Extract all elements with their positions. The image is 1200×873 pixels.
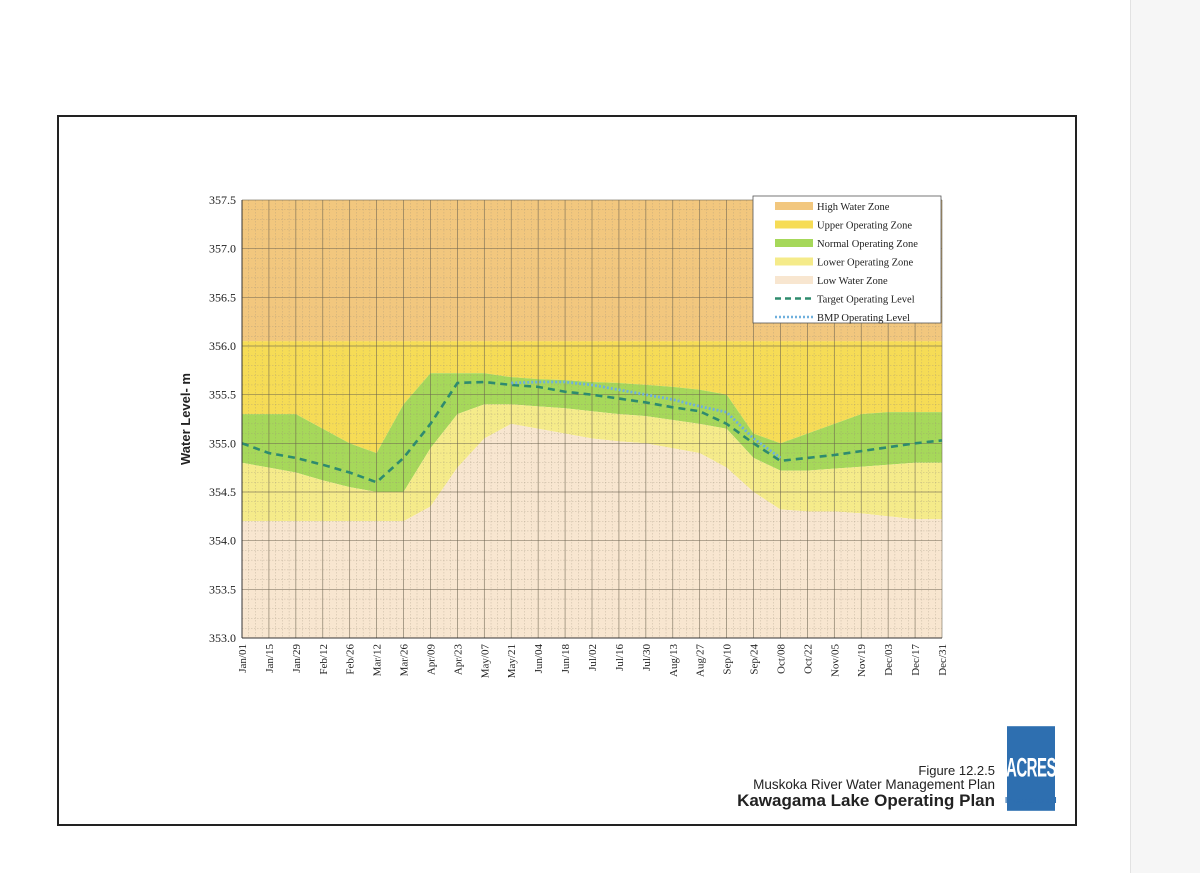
x-tick-label: Nov/05	[829, 644, 841, 678]
grid-layer	[241, 199, 943, 639]
y-tick-label: 356.5	[209, 290, 236, 304]
y-tick-label: 357.0	[209, 242, 236, 256]
x-tick-label: Dec/17	[910, 644, 922, 676]
x-tick-label: Jan/29	[291, 644, 303, 673]
x-tick-label: Dec/31	[937, 644, 949, 676]
x-tick-label: Feb/12	[318, 644, 330, 675]
logo-subtext: International	[1005, 796, 1057, 805]
legend-item-high-water-zone-label: High Water Zone	[817, 202, 890, 213]
legend-item-upper-operating-zone-swatch	[775, 220, 813, 229]
logo-mark: ACRES	[1006, 726, 1057, 811]
x-tick-label: Aug/27	[695, 644, 707, 678]
x-tick-label: Dec/03	[883, 644, 895, 676]
figure-title: Kawagama Lake Operating Plan	[737, 791, 995, 810]
x-tick-label: Oct/22	[802, 644, 814, 674]
scan-edge	[1130, 0, 1200, 873]
x-tick-label: Jul/16	[614, 644, 626, 671]
series-target-operating-level	[241, 380, 943, 484]
x-tick-label: Jun/04	[533, 644, 545, 674]
legend-item-lower-operating-zone-swatch	[775, 257, 813, 266]
x-tick-label: Sep/10	[722, 644, 734, 675]
x-tick-label: Jun/18	[560, 644, 572, 674]
legend-item-low-water-zone-label: Low Water Zone	[817, 276, 888, 287]
legend-item-lower-operating-zone-label: Lower Operating Zone	[817, 258, 914, 269]
x-tick-label: May/21	[506, 644, 518, 678]
y-tick-label: 353.5	[209, 582, 236, 596]
y-tick-label: 357.5	[209, 193, 236, 207]
x-tick-label: Feb/26	[345, 644, 357, 675]
x-tick-label: Aug/13	[668, 644, 680, 678]
x-tick-label: Mar/26	[399, 644, 411, 677]
x-tick-label: Oct/08	[775, 644, 787, 674]
x-tick-label: Jul/30	[641, 644, 653, 671]
x-tick-label: Jul/02	[587, 644, 599, 671]
legend-item-high-water-zone-swatch	[775, 202, 813, 210]
legend-item-bmp-operating-level-label: BMP Operating Level	[817, 313, 910, 324]
x-tick-label: Apr/23	[452, 644, 464, 676]
plan-name: Muskoka River Water Management Plan	[753, 777, 995, 792]
legend-item-target-operating-level-label: Target Operating Level	[817, 295, 915, 306]
legend-item-low-water-zone-swatch	[775, 276, 813, 284]
x-tick-label: Mar/12	[372, 644, 384, 676]
axes-layer: 353.0 353.5 354.0 354.5 355.0 355.5 356.0 356.5…	[178, 193, 949, 678]
legend-item-normal-operating-zone-label: Normal Operating Zone	[817, 239, 918, 250]
x-tick-label: Jan/15	[264, 644, 276, 673]
figure-number: Figure 12.2.5	[918, 763, 995, 778]
legend-item-upper-operating-zone-label: Upper Operating Zone	[817, 221, 912, 232]
lines-layer	[241, 380, 943, 484]
y-tick-label: 353.0	[209, 631, 236, 645]
x-tick-label: Jan/01	[237, 644, 249, 673]
x-tick-label: Sep/24	[749, 644, 761, 675]
y-tick-label: 355.5	[209, 388, 236, 402]
legend: High Water Zone Upper Operating Zone Norma…	[752, 195, 942, 324]
x-tick-label: May/07	[479, 644, 491, 679]
acres-logo: ACRES International	[1005, 726, 1057, 811]
series-bmp-operating-level	[511, 380, 782, 460]
x-tick-label: Nov/19	[856, 644, 868, 678]
legend-item-normal-operating-zone-swatch	[775, 239, 813, 247]
y-tick-label: 354.5	[209, 485, 236, 499]
y-tick-label: 356.0	[209, 339, 236, 353]
y-tick-label: 355.0	[209, 436, 236, 450]
x-tick-label: Apr/09	[425, 644, 437, 676]
y-axis-title: Water Level- m	[178, 373, 193, 465]
y-tick-label: 354.0	[209, 534, 236, 548]
